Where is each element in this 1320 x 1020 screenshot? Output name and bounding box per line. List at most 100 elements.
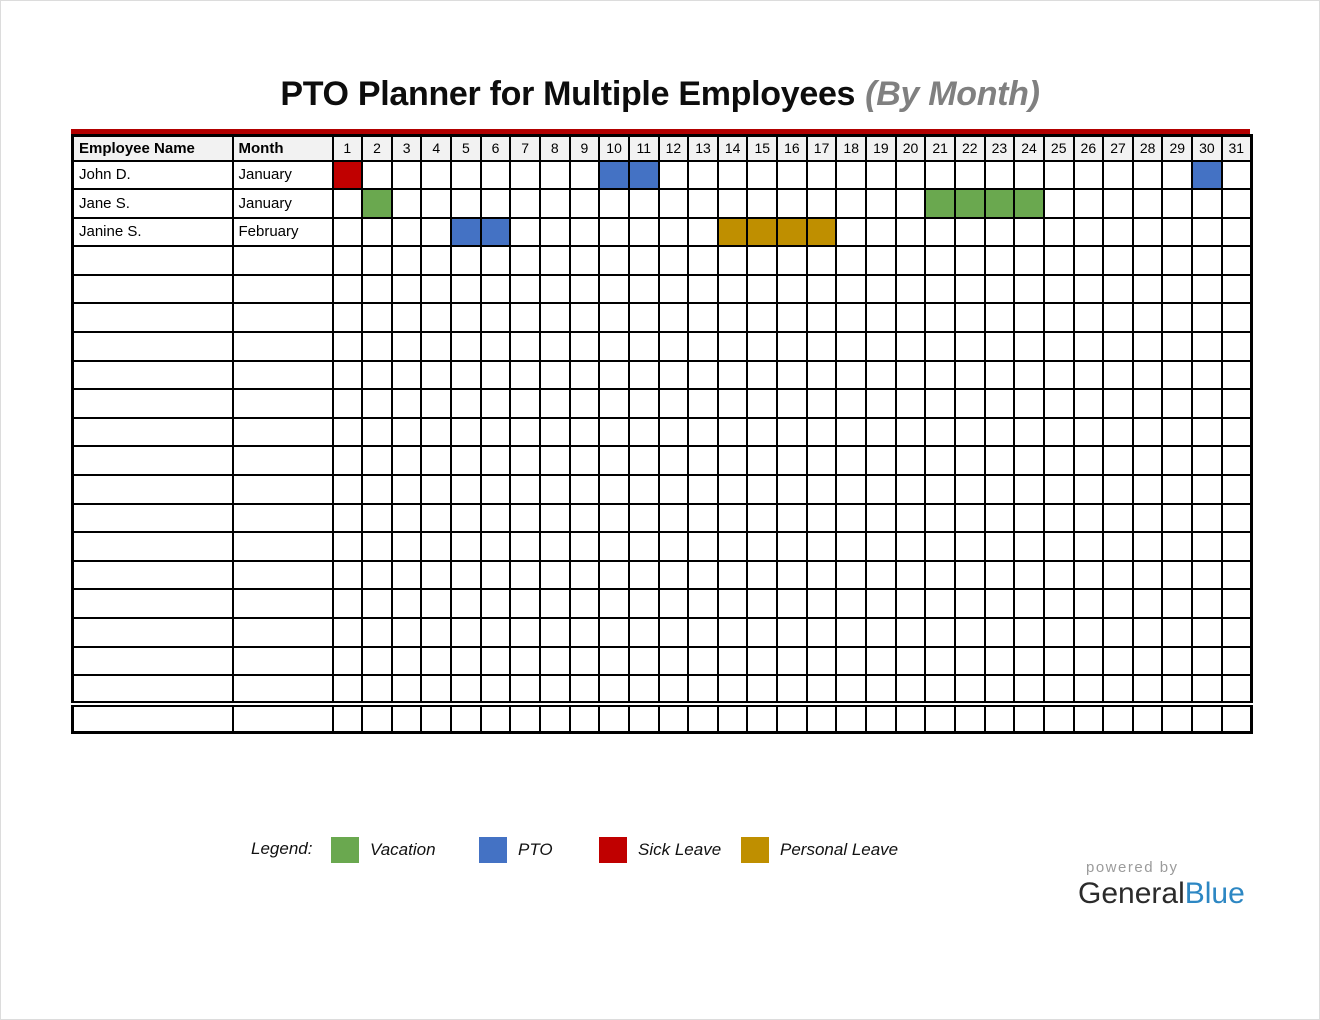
day-cell (598, 559, 630, 591)
day-cell (687, 273, 719, 305)
day-cell (1102, 445, 1134, 477)
day-cell (776, 359, 808, 391)
day-cell (390, 502, 423, 534)
day-cell (657, 273, 690, 305)
day-cell (835, 273, 868, 305)
day-cell (1102, 474, 1134, 505)
day-cell (865, 273, 897, 305)
day-cell (657, 645, 690, 677)
day-cell (568, 388, 601, 419)
day-cell (835, 159, 868, 191)
employee-name-cell (71, 416, 234, 448)
employee-name-cell: John D. (71, 159, 234, 191)
day-cell (924, 302, 956, 334)
day-cell (627, 559, 660, 591)
day-cell (983, 617, 1016, 648)
day-cell (538, 502, 571, 534)
day-cell (509, 159, 541, 191)
day-cell (1161, 645, 1194, 677)
header-row: Employee Name Month 1 2 3 4 5 6 7 8 9 10 11 12 13 14 15 1… (71, 134, 1253, 162)
day-cell (509, 645, 541, 677)
day-cell (627, 502, 660, 534)
day-header: 19 (865, 134, 897, 162)
day-cell (776, 502, 808, 534)
day-cell (1131, 416, 1164, 448)
day-cell (924, 331, 956, 362)
day-cell (420, 388, 453, 419)
day-cell (1042, 188, 1075, 219)
day-cell (479, 702, 512, 734)
day-cell (538, 188, 571, 219)
day-cell (835, 559, 868, 591)
day-cell (479, 445, 512, 477)
day-cell (1220, 474, 1253, 505)
day-cell (687, 502, 719, 534)
employee-name-cell (71, 474, 234, 505)
month-cell: February (231, 216, 334, 248)
day-cell (835, 245, 868, 276)
employee-name-cell (71, 359, 234, 391)
day-cell (627, 188, 660, 219)
day-cell (538, 617, 571, 648)
day-cell (568, 531, 601, 562)
day-cell (509, 388, 541, 419)
day-cell (687, 588, 719, 619)
day-cell (1072, 617, 1105, 648)
day-cell (894, 331, 927, 362)
day-cell (1042, 159, 1075, 191)
pto-day-cell (1191, 159, 1223, 191)
pto-day-cell (627, 159, 660, 191)
table-row: Janine S. February (71, 216, 1253, 248)
day-cell (746, 474, 779, 505)
day-cell (924, 559, 956, 591)
day-cell (509, 702, 541, 734)
day-cell (1161, 559, 1194, 591)
day-cell (657, 388, 690, 419)
day-cell (1072, 216, 1105, 248)
day-cell (953, 359, 986, 391)
day-cell (687, 188, 719, 219)
day-cell (1220, 531, 1253, 562)
day-cell (776, 159, 808, 191)
day-cell (865, 474, 897, 505)
day-cell (1042, 331, 1075, 362)
day-cell (509, 445, 541, 477)
day-cell (1072, 331, 1105, 362)
day-cell (538, 674, 571, 707)
day-cell (983, 645, 1016, 677)
day-cell (331, 188, 364, 219)
day-cell (331, 245, 364, 276)
month-cell (231, 588, 334, 619)
day-cell (776, 531, 808, 562)
day-cell (865, 416, 897, 448)
day-cell (627, 645, 660, 677)
table-row (71, 531, 1253, 562)
day-cell (1191, 502, 1223, 534)
day-header: 8 (538, 134, 571, 162)
day-cell (776, 559, 808, 591)
day-cell (361, 531, 393, 562)
day-cell (361, 645, 393, 677)
day-cell (835, 617, 868, 648)
day-cell (390, 474, 423, 505)
day-cell (1131, 474, 1164, 505)
day-cell (450, 617, 482, 648)
day-cell (776, 302, 808, 334)
day-cell (390, 359, 423, 391)
day-header: 29 (1161, 134, 1194, 162)
day-cell (509, 617, 541, 648)
day-cell (450, 159, 482, 191)
powered-by-brand: powered by GeneralBlue (1078, 859, 1245, 911)
brand-general: General (1078, 877, 1185, 910)
day-cell (1220, 674, 1253, 707)
day-cell (627, 416, 660, 448)
day-cell (331, 559, 364, 591)
day-cell (716, 159, 749, 191)
day-cell (361, 302, 393, 334)
day-cell (1013, 645, 1045, 677)
day-cell (805, 531, 838, 562)
day-cell (894, 531, 927, 562)
day-header: 2 (361, 134, 393, 162)
day-cell (657, 617, 690, 648)
pto-swatch (479, 837, 507, 863)
